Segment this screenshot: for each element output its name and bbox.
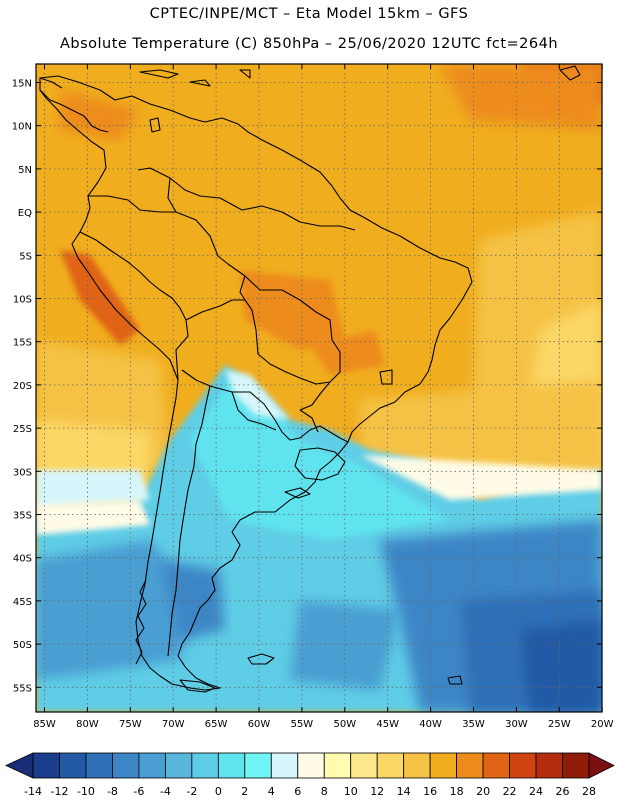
temperature-map: 15N 10N 5N EQ 5S 10S 15S 20S 25S 30S 35S 40S 45S 50S 5…: [12, 63, 614, 730]
lat-label: 5N: [18, 165, 32, 176]
colorbar-swatch: [217, 752, 246, 779]
temperature-field: [36, 64, 602, 712]
colorbar-label: 22: [503, 785, 517, 798]
colorbar-swatch: [509, 752, 537, 779]
lon-label: 85W: [33, 719, 56, 730]
lat-label: 55S: [13, 683, 32, 694]
colorbar-label: 28: [582, 785, 596, 798]
colorbar-min-arrow: [5, 752, 34, 779]
lat-label: 10N: [12, 122, 32, 133]
lat-label: 30S: [13, 467, 32, 478]
coastline-borders: [39, 65, 581, 693]
lon-label: 75W: [119, 719, 142, 730]
lon-label: 20W: [591, 719, 614, 730]
colorbar-label: -12: [50, 785, 68, 798]
lon-label: 55W: [291, 719, 314, 730]
colorbar-swatch: [138, 752, 166, 779]
colorbar: -14 -12 -10 -8 -6 -4 -2 0 2 4 6 8 10 12 14 16 18 20 22 24 26…: [5, 752, 615, 798]
colorbar-swatch: [562, 752, 590, 779]
colorbar-swatch: [323, 752, 352, 779]
colorbar-label: 10: [344, 785, 358, 798]
colorbar-swatch: [376, 752, 405, 779]
colorbar-swatch: [270, 752, 299, 779]
colorbar-swatch: [32, 752, 60, 779]
colorbar-label: -10: [77, 785, 95, 798]
colorbar-label: 6: [294, 785, 301, 798]
colorbar-label: 18: [450, 785, 464, 798]
title-line-1: CPTEC/INPE/MCT – Eta Model 15km – GFS: [149, 6, 469, 22]
colorbar-swatch: [244, 752, 272, 779]
longitude-labels: 85W 80W 75W 70W 65W 60W 55W 50W 45W 40W 35W 30W 25W 2…: [33, 719, 613, 730]
lat-label: 10S: [13, 295, 32, 306]
colorbar-swatch: [112, 752, 140, 779]
lat-label: 15N: [12, 79, 32, 90]
lat-label: 5S: [19, 251, 32, 262]
colorbar-label: 16: [423, 785, 437, 798]
lon-label: 50W: [333, 719, 356, 730]
title-line-2: Absolute Temperature (C) 850hPa – 25/06/…: [59, 36, 559, 52]
colorbar-label: -8: [107, 785, 118, 798]
colorbar-swatch: [59, 752, 87, 779]
colorbar-label: -14: [24, 785, 42, 798]
colorbar-swatch: [456, 752, 484, 779]
colorbar-label: 8: [321, 785, 328, 798]
colorbar-label: 12: [370, 785, 384, 798]
colorbar-label: -6: [133, 785, 144, 798]
lat-label: 45S: [13, 597, 32, 608]
lon-label: 30W: [505, 719, 528, 730]
colorbar-label: 26: [556, 785, 570, 798]
lon-label: 80W: [76, 719, 99, 730]
lon-label: 40W: [419, 719, 442, 730]
colorbar-swatch: [85, 752, 113, 779]
colorbar-label: 24: [529, 785, 543, 798]
colorbar-swatch: [535, 752, 563, 779]
latitude-labels: 15N 10N 5N EQ 5S 10S 15S 20S 25S 30S 35S 40S 45S 50S 5…: [12, 79, 32, 695]
lon-label: 25W: [548, 719, 571, 730]
colorbar-max-arrow: [588, 752, 615, 779]
colorbar-label: 2: [241, 785, 248, 798]
colorbar-swatch: [350, 752, 378, 779]
lat-label: 35S: [13, 511, 32, 522]
colorbar-swatch: [403, 752, 431, 779]
colorbar-label: -2: [186, 785, 197, 798]
lat-label: 15S: [13, 338, 32, 349]
lon-label: 35W: [462, 719, 485, 730]
colorbar-label: 14: [397, 785, 411, 798]
colorbar-label: 20: [476, 785, 490, 798]
lat-label: 25S: [13, 424, 32, 435]
colorbar-swatch: [429, 752, 458, 779]
lon-label: 65W: [205, 719, 228, 730]
lon-label: 45W: [376, 719, 399, 730]
colorbar-swatch: [482, 752, 510, 779]
colorbar-swatch: [297, 752, 325, 779]
colorbar-label: 0: [215, 785, 222, 798]
map-frame: [35, 63, 603, 713]
lat-lon-grid: [36, 64, 603, 712]
lon-label: 60W: [248, 719, 271, 730]
lat-label: 40S: [13, 554, 32, 565]
colorbar-label: -4: [160, 785, 171, 798]
lon-label: 70W: [162, 719, 185, 730]
lat-label: 50S: [13, 640, 32, 651]
colorbar-swatch: [164, 752, 193, 779]
lat-label: 20S: [13, 381, 32, 392]
colorbar-swatch: [191, 752, 219, 779]
colorbar-label: 4: [268, 785, 275, 798]
lat-label: EQ: [18, 208, 32, 219]
